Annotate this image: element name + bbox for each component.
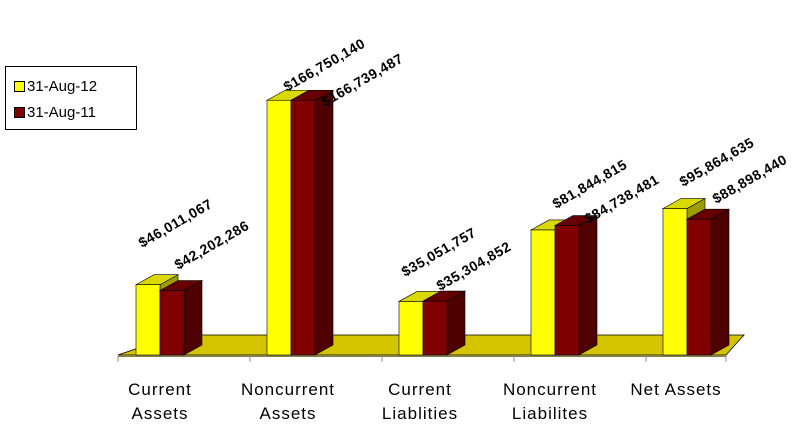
category-label-2-0: Current — [388, 380, 452, 399]
category-label-0-1: Assets — [131, 404, 188, 423]
legend-label-series-2: 31-Aug-11 — [27, 103, 96, 121]
legend-item-series-1: 31-Aug-12 — [14, 73, 132, 99]
bar-31-Aug-11-3 — [553, 215, 599, 356]
bar-31-Aug-11-2 — [421, 290, 467, 356]
category-label-1-1: Assets — [259, 404, 316, 423]
bar-31-Aug-11-0 — [158, 280, 204, 356]
legend-item-series-2: 31-Aug-11 — [14, 99, 132, 125]
legend: 31-Aug-12 31-Aug-11 — [5, 66, 137, 130]
x-axis — [117, 355, 727, 362]
legend-swatch-series-1 — [14, 80, 25, 92]
category-labels: Current Assets Noncurrent Assets Current Liab… — [128, 380, 721, 423]
category-label-3-0: Noncurrent — [503, 380, 597, 399]
bars — [134, 89, 731, 356]
legend-label-series-1: 31-Aug-12 — [27, 77, 98, 95]
legend-swatch-series-2 — [14, 106, 25, 118]
category-label-2-1: Liablities — [382, 404, 458, 423]
category-label-4-0: Net Assets — [630, 380, 721, 399]
bar-31-Aug-11-4 — [685, 208, 731, 356]
bar-31-Aug-11-1 — [289, 89, 335, 356]
category-label-3-1: Liabilites — [512, 404, 588, 423]
category-label-1-0: Noncurrent — [241, 380, 335, 399]
category-label-0-0: Current — [128, 380, 192, 399]
